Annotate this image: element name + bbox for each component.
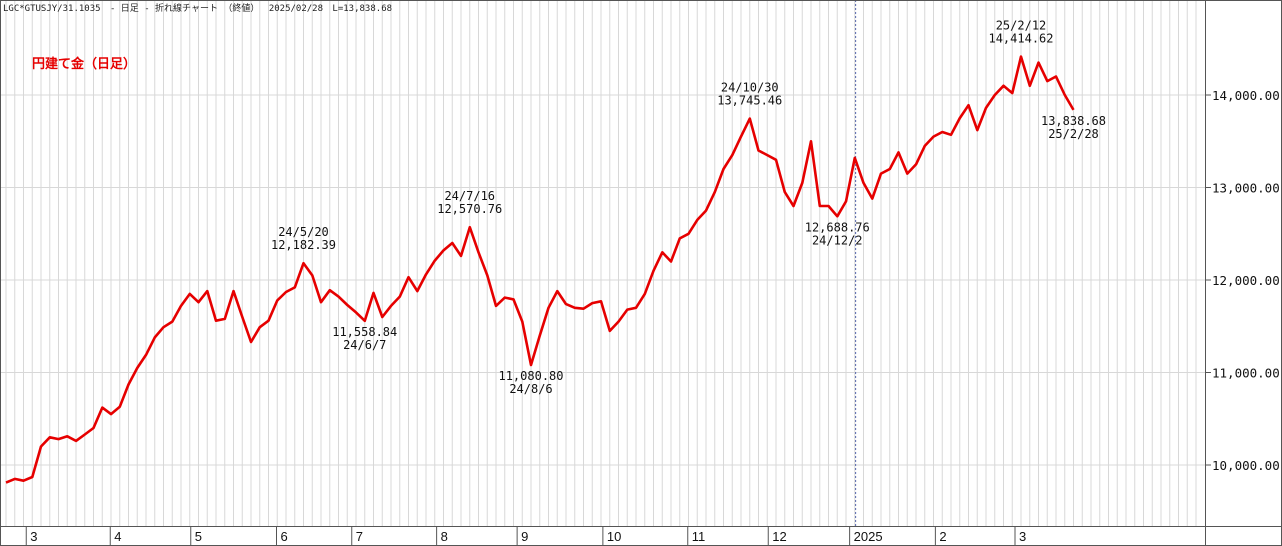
annotation-text: 24/8/6 xyxy=(509,382,552,396)
x-tick-label: 3 xyxy=(30,529,37,544)
annotation-text: 25/2/28 xyxy=(1048,127,1099,141)
annotation-text: 12,688.76 xyxy=(805,220,870,234)
series-line xyxy=(5,55,1075,484)
annotation-text: 13,838.68 xyxy=(1041,114,1106,128)
y-tick-label: 13,000.00 xyxy=(1212,181,1280,196)
price-annotations: 24/5/2012,182.3911,558.8424/6/724/7/1612… xyxy=(271,19,1106,396)
annotation-text: 11,080.80 xyxy=(498,369,563,383)
chart-grid xyxy=(0,0,1205,526)
annotation-text: 24/7/16 xyxy=(444,189,495,203)
y-tick-label: 14,000.00 xyxy=(1212,88,1280,103)
price-series xyxy=(5,55,1075,484)
x-tick-label: 4 xyxy=(114,529,121,544)
annotation-text: 12,570.76 xyxy=(437,202,502,216)
annotation-text: 24/10/30 xyxy=(721,81,779,95)
x-tick-label: 8 xyxy=(441,529,448,544)
header-info: LGC*GTUSJY/31.1035 - 日足 - 折れ線チャート （終値） 2… xyxy=(3,2,392,14)
annotation-text: 25/2/12 xyxy=(996,19,1047,33)
x-axis: 3 4 5 6 7 8 9 10 11 12 2025 2 3 xyxy=(25,526,1026,546)
y-tick-label: 12,000.00 xyxy=(1212,273,1280,288)
header-last: L=13,838.68 xyxy=(332,4,392,14)
annotation-text: 13,745.46 xyxy=(717,94,782,108)
annotation-text: 12,182.39 xyxy=(271,238,336,252)
header-code: LGC*GTUSJY/31.1035 xyxy=(3,4,101,14)
header-date: 2025/02/28 xyxy=(269,4,323,14)
x-tick-label: 7 xyxy=(356,529,363,544)
series-legend-label: 円建て金（日足） xyxy=(32,56,136,71)
annotation-text: 11,558.84 xyxy=(332,325,397,339)
x-tick-label: 10 xyxy=(607,529,621,544)
y-axis: 10,000.00 11,000.00 12,000.00 13,000.00 14,0… xyxy=(1205,88,1280,473)
x-tick-label: 6 xyxy=(281,529,288,544)
x-tick-label: 11 xyxy=(692,529,706,544)
x-tick-label: 2025 xyxy=(854,529,883,544)
x-tick-label: 2 xyxy=(939,529,946,544)
x-tick-label: 12 xyxy=(772,529,786,544)
annotation-text: 24/6/7 xyxy=(343,338,386,352)
x-tick-label: 3 xyxy=(1019,529,1026,544)
annotation-text: 24/5/20 xyxy=(278,225,329,239)
header-title: - 日足 - 折れ線チャート （終値） xyxy=(110,2,259,14)
annotation-text: 14,414.62 xyxy=(988,32,1053,46)
x-tick-label: 9 xyxy=(521,529,528,544)
x-tick-label: 5 xyxy=(195,529,202,544)
y-tick-label: 10,000.00 xyxy=(1212,458,1280,473)
annotation-text: 24/12/2 xyxy=(812,233,863,247)
y-tick-label: 11,000.00 xyxy=(1212,366,1280,381)
